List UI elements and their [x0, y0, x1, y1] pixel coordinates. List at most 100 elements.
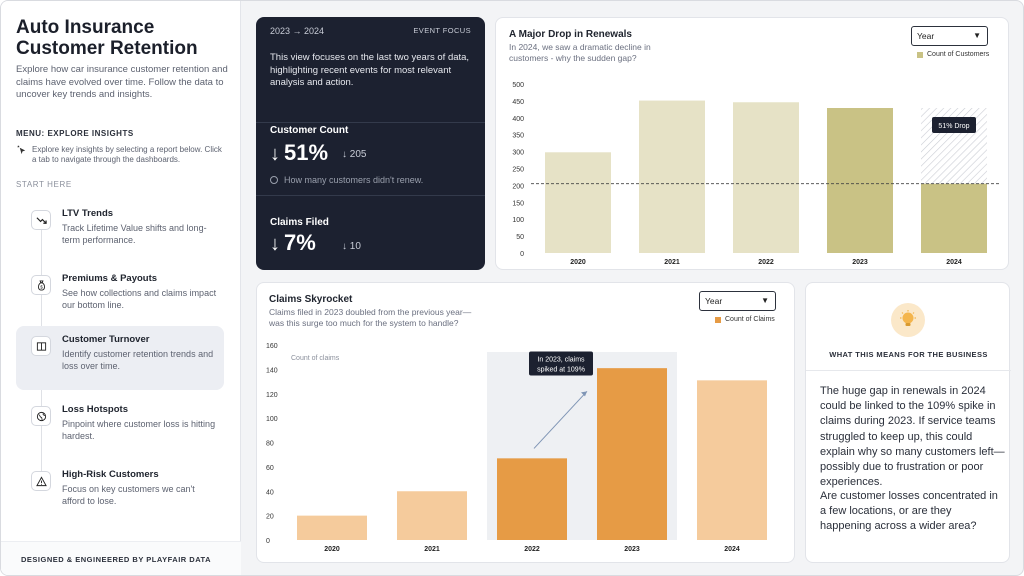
menu-hint-text: Explore key insights by selecting a repo…	[32, 145, 222, 164]
business-card: WHAT THIS MEANS FOR THE BUSINESS The hug…	[805, 282, 1011, 563]
divider	[256, 122, 485, 123]
legend-swatch	[715, 317, 721, 323]
customer-count-label: Customer Count	[270, 125, 349, 136]
renewals-card: A Major Drop in Renewals In 2024, we saw…	[495, 17, 1009, 270]
nav-item-desc: Pinpoint where customer loss is hitting …	[62, 419, 216, 441]
nav-item-desc: Identify customer retention trends and l…	[62, 349, 214, 371]
y-tick-label: 50	[516, 234, 524, 241]
y-tick-label: 350	[512, 133, 524, 140]
menu-title: MENU: EXPLORE INSIGHTS	[16, 129, 134, 138]
x-tick-label: 2021	[424, 546, 440, 553]
app-description: Explore how car insurance customer reten…	[16, 64, 228, 100]
x-tick-label: 2024	[946, 259, 962, 266]
app-title: Auto Insurance Customer Retention	[16, 17, 198, 59]
footer-credit: DESIGNED & ENGINEERED BY PLAYFAIR DATA	[21, 555, 211, 564]
x-tick-label: 2024	[724, 546, 740, 553]
business-title: WHAT THIS MEANS FOR THE BUSINESS	[829, 350, 988, 359]
nav-item-desc: Focus on key customers we can't afford t…	[62, 484, 195, 506]
claims-filed-label: Claims Filed	[270, 217, 329, 228]
book-icon	[31, 336, 51, 356]
caret-down-icon: ▼	[761, 296, 769, 305]
y-tick-label: 0	[520, 251, 524, 258]
x-tick-label: 2022	[758, 259, 774, 266]
event-focus-tag: EVENT FOCUS	[413, 26, 471, 35]
y-tick-label: 250	[512, 167, 524, 174]
nav-item-customer-turnover[interactable]: Customer Turnover Identify customer rete…	[16, 326, 224, 390]
renewals-subtitle: In 2024, we saw a dramatic decline in cu…	[509, 42, 651, 63]
annotation-text: 51% Drop	[938, 123, 969, 130]
divider	[256, 195, 485, 196]
y-tick-label: 120	[266, 392, 278, 399]
sidebar: Auto Insurance Customer Retention Explor…	[1, 1, 241, 575]
claims-filed-delta: ↓ 10	[342, 241, 361, 252]
legend-label: Count of Customers	[927, 51, 990, 58]
globe-icon	[31, 406, 51, 426]
x-tick-label: 2021	[664, 259, 680, 266]
svg-text:$: $	[40, 284, 43, 289]
bar-2024	[921, 183, 987, 253]
select-value: Year	[917, 31, 935, 41]
customer-count-delta: ↓ 205	[342, 149, 366, 160]
y-tick-label: 300	[512, 150, 524, 157]
money-bag-icon: $	[31, 275, 51, 295]
lightbulb-icon	[891, 303, 925, 337]
x-tick-label: 2022	[524, 546, 540, 553]
renewals-title: A Major Drop in Renewals	[509, 29, 632, 40]
bar-2020	[545, 152, 611, 253]
focus-years: 2023 → 2024	[270, 26, 325, 36]
annotation-line-2: spiked at 109%	[537, 367, 585, 374]
renewals-period-select[interactable]: Year ▼	[911, 26, 988, 46]
nav-item-title: Customer Turnover	[62, 334, 150, 345]
nav-item-premiums-payouts[interactable]: $ Premiums & Payouts See how collections…	[16, 265, 224, 329]
claims-chart: 0 20 40 60 80 100 120 140 160 Count of claims 2020…	[266, 343, 767, 553]
y-tick-label: 400	[512, 116, 524, 123]
x-tick-label: 2023	[624, 546, 640, 553]
down-arrow-icon: ↓	[270, 143, 280, 165]
legend-swatch	[917, 52, 923, 58]
claims-filed-pct: 7%	[284, 230, 316, 255]
claims-subtitle: Claims filed in 2023 doubled from the pr…	[269, 307, 472, 328]
focus-description: This view focuses on the last two years …	[270, 52, 470, 88]
customer-count-note: How many customers didn't renew.	[270, 175, 423, 185]
x-tick-label: 2023	[852, 259, 868, 266]
customer-count-kpi: ↓ 51%	[270, 140, 328, 166]
claims-period-select[interactable]: Year ▼	[699, 291, 776, 311]
trend-arrow-head	[581, 391, 587, 397]
warning-icon	[31, 471, 51, 491]
nav-item-desc: See how collections and claims impact ou…	[62, 288, 217, 310]
bar-2021	[397, 491, 467, 540]
trend-arrow-line	[533, 390, 588, 449]
customer-count-pct: 51%	[284, 140, 329, 165]
business-paragraph-1: The huge gap in renewals in 2024 could b…	[820, 385, 1005, 489]
y-tick-label: 100	[512, 217, 524, 224]
nav-item-title: High-Risk Customers	[62, 469, 159, 480]
small-down-arrow-icon: ↓	[342, 241, 347, 252]
nav-item-loss-hotspots[interactable]: Loss Hotspots Pinpoint where customer lo…	[16, 396, 224, 460]
y-tick-label: 80	[266, 441, 274, 448]
y-tick-label: 150	[512, 200, 524, 207]
y-tick-label: 450	[512, 99, 524, 106]
claims-filed-kpi: ↓ 7%	[270, 230, 316, 256]
nav-item-ltv-trends[interactable]: LTV Trends Track Lifetime Value shifts a…	[16, 200, 224, 264]
small-down-arrow-icon: ↓	[342, 149, 347, 160]
start-here-label: START HERE	[16, 180, 72, 189]
menu-hint: Explore key insights by selecting a repo…	[17, 145, 227, 165]
x-tick-label: 2020	[570, 259, 586, 266]
nav-item-high-risk-customers[interactable]: High-Risk Customers Focus on key custome…	[16, 461, 224, 525]
annotation-box	[529, 351, 593, 376]
customer-note-text: How many customers didn't renew.	[284, 175, 424, 185]
y-tick-label: 100	[266, 416, 278, 423]
nav-item-title: LTV Trends	[62, 208, 114, 219]
claims-legend: Count of Claims	[715, 316, 775, 323]
bar-2022	[733, 102, 799, 253]
y-tick-label: 160	[266, 343, 278, 350]
y-tick-label: 140	[266, 367, 278, 374]
renewals-legend: Count of Customers	[917, 51, 989, 58]
nav-item-title: Loss Hotspots	[62, 404, 128, 415]
axis-inner-label: Count of claims	[291, 355, 340, 362]
bar-2020	[297, 515, 367, 540]
bar-2023	[597, 368, 667, 540]
annotation-box	[932, 116, 976, 133]
bar-2022	[497, 458, 567, 540]
trend-down-icon	[31, 210, 51, 230]
